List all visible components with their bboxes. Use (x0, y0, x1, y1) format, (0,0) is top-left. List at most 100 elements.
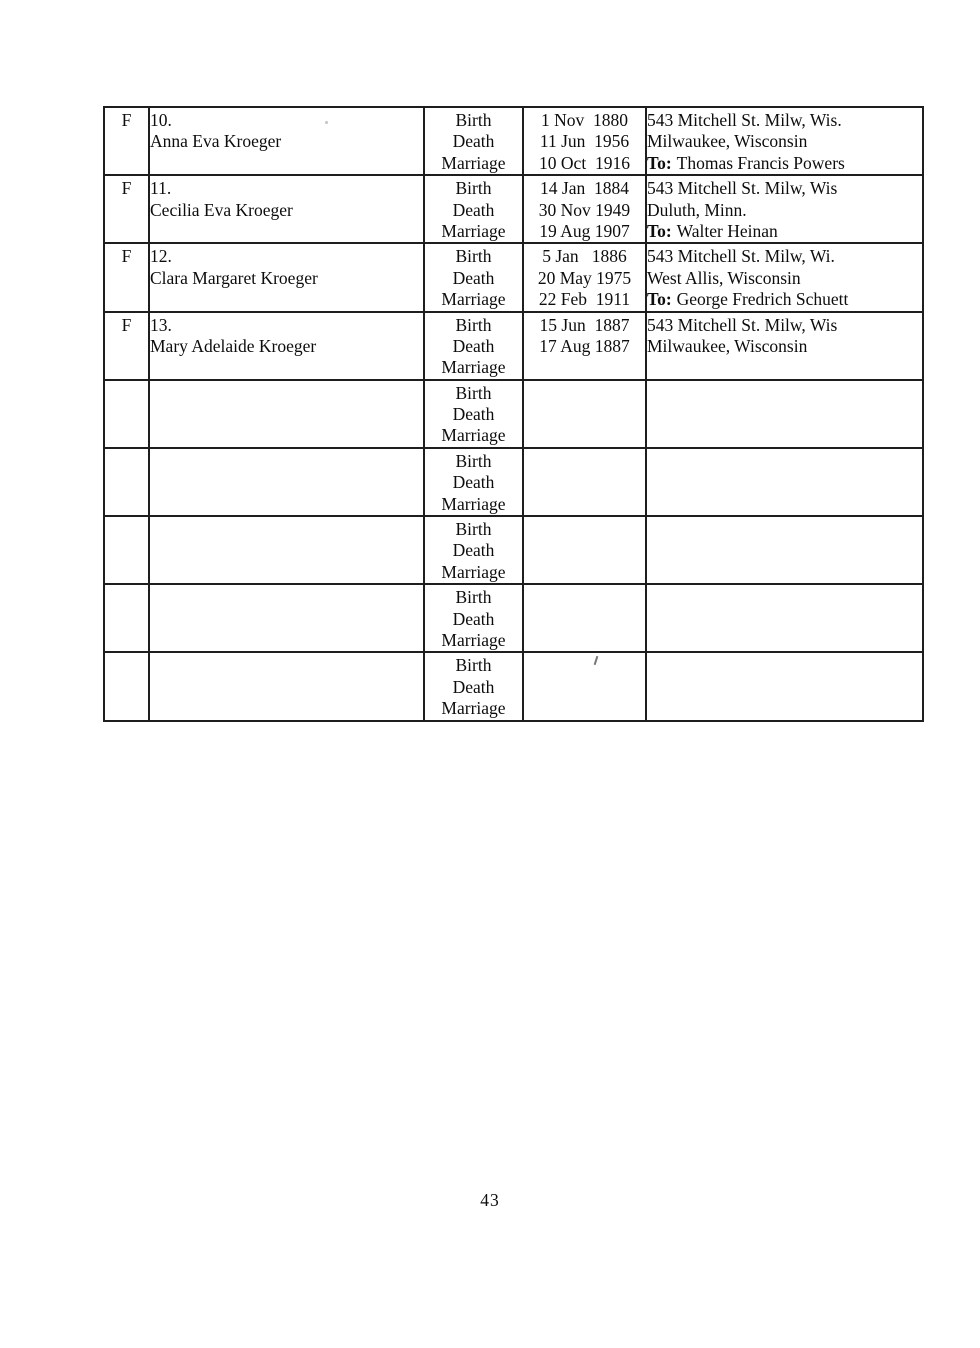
info-text: West Allis, Wisconsin (647, 267, 801, 288)
place-spouse-cell: 543 Mitchell St. Milw, Wi. West Allis, W… (645, 242, 924, 313)
person-number (151, 519, 422, 540)
marriage-label: Marriage (441, 425, 506, 446)
event-labels-cell: Birth Death Marriage (423, 583, 524, 654)
birth-place (648, 451, 921, 472)
death-place: Milwaukee, Wisconsin (648, 336, 921, 357)
death-date (525, 404, 644, 425)
marriage-label: Marriage (441, 561, 506, 582)
death-label: Death (452, 199, 495, 220)
info-text: 543 Mitchell St. Milw, Wis (647, 314, 838, 335)
table-row: Birth Death Marriage (103, 378, 924, 449)
name-cell: 11. Cecilia Eva Kroeger (148, 174, 425, 245)
marriage-label: Marriage (441, 152, 506, 173)
birth-label: Birth (455, 587, 492, 608)
death-date (525, 677, 644, 698)
spouse-line (648, 698, 921, 718)
death-date: 11 Jun 1956 (539, 131, 630, 152)
spouse-line: To: George Fredrich Schuett (647, 289, 921, 310)
name-cell (148, 378, 425, 449)
person-number: 12. (150, 246, 172, 267)
marriage-label: Marriage (441, 698, 506, 719)
birth-label: Birth (455, 110, 492, 130)
info-text: Thomas Francis Powers (676, 152, 845, 173)
place-spouse-cell (645, 515, 924, 586)
info-text: Duluth, Minn. (647, 199, 747, 220)
birth-date (525, 655, 644, 676)
dates-cell (522, 446, 647, 518)
event-labels-cell: Birth Death Marriage (423, 105, 524, 177)
person-number: 13. (150, 314, 172, 335)
dates-cell (522, 583, 647, 654)
sex-cell (103, 378, 150, 449)
name-cell: 10. Anna Eva Kroeger (148, 105, 425, 177)
sex-cell (103, 583, 150, 654)
dates-cell: 15 Jun 1887 17 Aug 1887 (522, 310, 647, 381)
marriage-label: Marriage (441, 357, 506, 378)
name-cell (148, 446, 425, 518)
place-spouse-cell: 543 Mitchell St. Milw, Wis. Milwaukee, W… (645, 105, 924, 177)
marriage-date (525, 494, 644, 514)
event-labels-cell: Birth Death Marriage (423, 446, 524, 518)
person-number (151, 383, 422, 404)
page-number: 43 (480, 1190, 500, 1210)
dates-cell (522, 515, 647, 586)
dates-cell: 5 Jan 1886 20 May 1975 22 Feb 1911 (522, 242, 647, 313)
name-cell (148, 651, 425, 722)
marriage-date: 19 Aug 1907 (539, 220, 630, 241)
marriage-date: 10 Oct 1916 (539, 152, 630, 173)
info-prefix: To: (647, 289, 672, 310)
scan-artifact-dot (325, 121, 328, 124)
person-name: Mary Adelaide Kroeger (150, 335, 317, 356)
name-cell (148, 515, 425, 586)
birth-label: Birth (455, 519, 492, 540)
spouse-line (648, 630, 921, 650)
birth-label: Birth (455, 314, 492, 335)
person-name (151, 472, 422, 493)
marriage-date (525, 425, 644, 445)
table-row: Birth Death Marriage (103, 651, 924, 722)
event-labels-cell: Birth Death Marriage (423, 310, 524, 381)
death-place (648, 404, 921, 425)
birth-place: 543 Mitchell St. Milw, Wis. (648, 110, 921, 131)
birth-place: 543 Mitchell St. Milw, Wis (647, 314, 921, 336)
spouse-line (648, 425, 921, 445)
place-spouse-cell: 543 Mitchell St. Milw, Wis Milwaukee, Wi… (645, 310, 924, 381)
marriage-date (525, 562, 644, 582)
table-row: F 11. Cecilia Eva Kroeger Birth Death Ma… (103, 174, 924, 245)
birth-date (525, 587, 644, 608)
birth-place (648, 587, 921, 608)
person-name (151, 540, 422, 561)
death-label: Death (452, 267, 495, 288)
marriage-date: 22 Feb 1911 (538, 289, 631, 310)
info-prefix: To: (647, 152, 672, 173)
place-spouse-cell (645, 651, 924, 722)
spouse-line (648, 494, 921, 514)
death-place: West Allis, Wisconsin (647, 267, 921, 289)
place-spouse-cell (645, 583, 924, 654)
birth-date (525, 383, 644, 404)
marriage-date (525, 630, 644, 650)
marriage-label: Marriage (441, 289, 506, 310)
person-name: Clara Margaret Kroeger (150, 267, 318, 288)
death-place: Milwaukee, Wisconsin (648, 131, 921, 152)
marriage-label: Marriage (441, 220, 506, 241)
name-cell: 13. Mary Adelaide Kroeger (148, 310, 425, 381)
place-spouse-cell: 543 Mitchell St. Milw, Wis Duluth, Minn.… (645, 174, 924, 245)
death-date (525, 540, 644, 561)
birth-place: 543 Mitchell St. Milw, Wi. (648, 246, 921, 267)
death-label: Death (452, 335, 495, 356)
death-date (525, 609, 644, 630)
table-row: F 10. Anna Eva Kroeger Birth Death Marri… (103, 105, 924, 177)
birth-label: Birth (455, 450, 492, 471)
dates-cell (522, 378, 647, 449)
info-text: 543 Mitchell St. Milw, Wis (647, 178, 838, 199)
death-date: 20 May 1975 (537, 267, 632, 288)
birth-place: 543 Mitchell St. Milw, Wis (647, 178, 921, 199)
marriage-label: Marriage (441, 493, 506, 514)
person-number: 11. (150, 178, 172, 199)
event-labels-cell: Birth Death Marriage (423, 378, 524, 449)
death-place (648, 609, 921, 630)
table-row: F 13. Mary Adelaide Kroeger Birth Death … (103, 310, 924, 381)
info-text: Walter Heinan (676, 220, 778, 241)
death-place (648, 472, 921, 493)
